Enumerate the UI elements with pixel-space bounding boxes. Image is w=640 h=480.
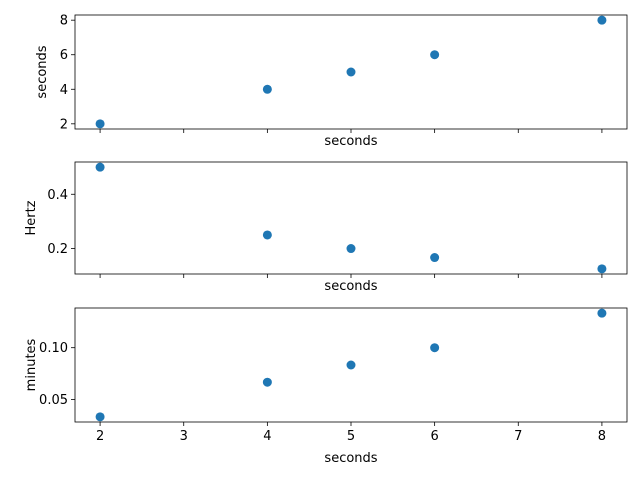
x-axis-label: seconds [324, 134, 377, 149]
y-tick-label: 0.4 [47, 188, 68, 203]
x-tick-label: 7 [514, 429, 522, 444]
data-point [346, 67, 356, 77]
subplot-3: 2 3 4 5 6 7 8 0.05 0.10 seconds minutes [24, 307, 628, 466]
subplot-2: 0.2 0.4 seconds Hertz [24, 161, 628, 294]
x-tick-label: 5 [347, 429, 355, 444]
y-axis-label: minutes [24, 338, 39, 391]
data-point [597, 15, 607, 25]
data-point [346, 360, 356, 370]
y-tick-label: 0.2 [47, 242, 68, 257]
data-point [95, 162, 105, 172]
data-point [95, 119, 105, 129]
y-tick-label: 6 [60, 48, 68, 63]
data-point [430, 253, 440, 263]
data-point [95, 412, 105, 422]
y-tick-label: 2 [60, 117, 68, 132]
data-point [346, 244, 356, 254]
y-tick-label: 8 [60, 14, 68, 29]
data-point [430, 50, 440, 60]
x-tick-label: 6 [430, 429, 438, 444]
x-tick-label: 3 [180, 429, 188, 444]
x-tick-label: 2 [96, 429, 104, 444]
y-axis-label: seconds [35, 45, 50, 98]
y-tick-label: 0.05 [39, 393, 68, 408]
y-tick-label: 4 [60, 83, 68, 98]
data-point [597, 308, 607, 318]
x-tick-label: 4 [263, 429, 271, 444]
data-point [262, 230, 272, 240]
y-axis-label: Hertz [24, 200, 39, 235]
y-tick-label: 0.10 [39, 341, 68, 356]
data-point [262, 377, 272, 387]
data-point [597, 264, 607, 274]
subplot-1: 2 4 6 8 seconds seconds [35, 14, 628, 149]
x-axis-label: seconds [324, 451, 377, 466]
data-point [430, 343, 440, 353]
data-point [262, 84, 272, 94]
x-tick-label: 8 [598, 429, 606, 444]
x-axis-label: seconds [324, 279, 377, 294]
